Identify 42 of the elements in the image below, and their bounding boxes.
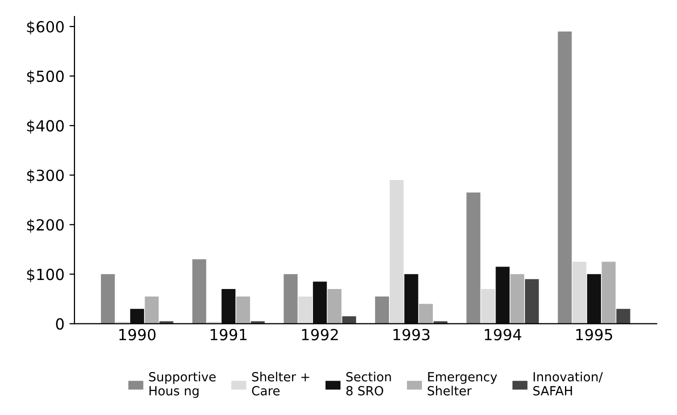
bar (130, 308, 144, 324)
bar (328, 289, 342, 324)
bar (524, 279, 539, 324)
bar (496, 266, 510, 324)
y-tick-label: 0 (56, 318, 64, 330)
bar (100, 274, 115, 324)
bar (222, 289, 236, 324)
x-tick-label: 1994 (484, 328, 522, 340)
bar (510, 274, 524, 324)
bar (298, 296, 312, 324)
bar (616, 308, 630, 324)
bar (558, 31, 572, 324)
x-tick-label: 1991 (210, 328, 247, 340)
bar (602, 262, 616, 324)
bar (418, 304, 433, 324)
y-tick-label: $400 (27, 120, 64, 134)
bar (481, 289, 495, 324)
bar (144, 296, 159, 324)
legend-label: Section 8 SRO (346, 372, 391, 396)
legend-label: Supportive Hous ng (149, 372, 216, 398)
bar (466, 192, 480, 324)
x-tick-label: 1992 (302, 328, 338, 340)
x-tick-label: 1990 (119, 328, 156, 340)
bar (587, 274, 601, 324)
bar (404, 274, 418, 324)
y-tick-label: $300 (27, 169, 64, 184)
y-tick-label: $600 (27, 20, 64, 35)
y-tick-label: $100 (27, 268, 64, 282)
bar (284, 274, 298, 324)
bar (236, 296, 250, 324)
y-tick-label: $200 (27, 218, 64, 233)
bar (390, 180, 404, 324)
x-tick-label: 1993 (394, 328, 430, 340)
bar (375, 296, 389, 324)
legend-label: Innovation/ SAFAH (533, 372, 603, 396)
bar (572, 262, 586, 324)
y-tick-label: $500 (27, 70, 64, 84)
legend-label: Shelter + Care (252, 372, 310, 396)
x-tick-label: 1995 (576, 328, 612, 340)
legend-label: Emergency Shelter (428, 372, 498, 396)
bar (312, 282, 327, 324)
bar (192, 259, 206, 324)
